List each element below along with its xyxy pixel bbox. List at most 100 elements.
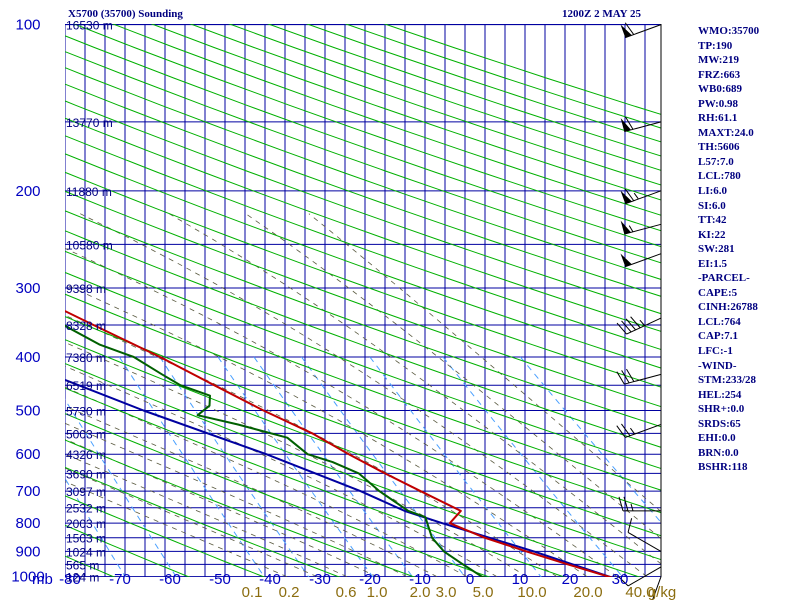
index-item: HEL:254 — [698, 388, 742, 401]
index-item: FRZ:663 — [698, 68, 741, 81]
moist-adiabat — [65, 467, 318, 577]
height-label: 1503 m — [66, 532, 106, 546]
height-label: 10580 m — [66, 238, 113, 252]
pressure-tick-label: 600 — [15, 446, 40, 463]
pressure-tick-label: 100 — [15, 17, 40, 34]
mixing-ratio-line — [65, 398, 177, 577]
moist-adiabat — [65, 283, 588, 577]
index-item: CAP:7.1 — [698, 330, 739, 343]
height-label: 1024 m — [66, 545, 106, 559]
wind-barb — [620, 116, 662, 133]
dry-adiabat — [65, 495, 266, 577]
dry-adiabat — [65, 210, 661, 428]
sounding-title: X5700 (35700) Sounding — [68, 8, 183, 20]
height-label: 4326 m — [66, 448, 106, 462]
dry-adiabat — [65, 51, 661, 264]
height-label: 565 m — [66, 558, 99, 572]
index-item: LFC:-1 — [698, 345, 733, 358]
height-label: 16530 m — [66, 19, 113, 33]
mixing-ratio-tick-label: 0.2 — [279, 584, 300, 600]
mixing-ratio-line — [159, 356, 310, 577]
index-item: PW:0.98 — [698, 97, 739, 110]
height-label: 3097 m — [66, 485, 106, 499]
wind-barb — [616, 316, 662, 335]
stability-indices: WMO:35700 TP:190 MW:219 FRZ:663 WB0:689 PW:0.… — [698, 24, 798, 475]
dry-adiabat — [65, 153, 661, 369]
height-label: 7380 m — [66, 351, 106, 365]
dry-adiabat — [65, 35, 661, 248]
temperature-tick-label: -80 — [59, 571, 81, 588]
wind-barb — [618, 496, 661, 512]
index-item: SW:281 — [698, 243, 735, 256]
moist-adiabat — [65, 314, 558, 577]
dry-adiabat — [65, 250, 661, 470]
index-item: EHI:0.0 — [698, 432, 736, 445]
index-item: SRDS:65 — [698, 417, 741, 430]
mixing-ratio-line — [520, 356, 661, 524]
temperature-tick-label: 20 — [562, 571, 579, 588]
mixing-ratio-line — [442, 356, 624, 577]
temperature-tick-label: -60 — [159, 571, 181, 588]
index-item: CINH:26788 — [698, 301, 758, 314]
index-item: WB0:689 — [698, 83, 742, 96]
index-item: TH:5606 — [698, 141, 740, 154]
temperature-tick-label: -30 — [309, 571, 331, 588]
dry-adiabat — [65, 316, 661, 537]
wind-barb — [651, 576, 662, 600]
pressure-tick-label: 800 — [15, 515, 40, 532]
moist-adiabat — [65, 438, 378, 577]
dry-adiabat — [65, 171, 661, 388]
height-label: 2003 m — [66, 517, 106, 531]
height-label: 5730 m — [66, 404, 106, 418]
wind-barb — [620, 22, 662, 39]
index-item: SI:6.0 — [698, 199, 726, 212]
dry-adiabat — [65, 413, 491, 577]
pressure-tick-label: 200 — [15, 183, 40, 200]
pressure-tick-label: 900 — [15, 543, 40, 560]
pressure-tick-label: 1000 — [11, 569, 44, 586]
temperature-tick-label: -10 — [409, 571, 431, 588]
sounding-date: 1200Z 2 MAY 25 — [562, 8, 641, 20]
index-item: LI:6.0 — [698, 185, 728, 198]
wind-barb — [620, 220, 662, 235]
index-item: L57:7.0 — [698, 155, 734, 168]
mixing-ratio-tick-label: 1.0 — [367, 584, 388, 600]
index-item: KI:22 — [698, 228, 726, 241]
dewpoint-trace — [65, 324, 487, 577]
mixing-ratio-line — [217, 356, 374, 577]
plot-frame — [65, 24, 661, 577]
moist-adiabat — [308, 213, 661, 513]
wind-barb — [627, 518, 662, 552]
wind-barb — [616, 423, 662, 438]
dry-adiabat — [65, 439, 416, 577]
dry-adiabat — [65, 271, 661, 491]
moist-adiabat — [65, 386, 468, 577]
index-item: EI:1.5 — [698, 257, 728, 270]
wind-barb — [620, 188, 662, 205]
height-label: 11880 m — [66, 185, 112, 199]
index-item: MW:219 — [698, 54, 739, 67]
moist-adiabat — [65, 247, 618, 577]
dry-adiabat — [65, 339, 661, 561]
height-label: 13770 m — [66, 116, 113, 130]
index-item: TT:42 — [698, 214, 727, 227]
pressure-tick-label: 300 — [15, 280, 40, 297]
height-label: 6519 m — [66, 379, 106, 393]
wind-barb — [617, 566, 662, 587]
height-label: 2532 m — [66, 502, 106, 516]
index-item: -PARCEL- — [698, 272, 750, 285]
dry-adiabat — [65, 466, 341, 577]
moist-adiabat — [65, 481, 288, 577]
dry-adiabat — [65, 190, 661, 408]
dry-adiabat — [65, 524, 191, 577]
dry-adiabat — [65, 67, 661, 280]
moist-adiabat — [80, 213, 648, 577]
index-item: WMO:35700 — [698, 25, 760, 37]
temperature-tick-label: -20 — [359, 571, 381, 588]
temperature-tick-label: -70 — [109, 571, 131, 588]
pressure-tick-label: 500 — [15, 402, 40, 419]
wind-barb — [616, 368, 662, 385]
moist-adiabat — [65, 453, 348, 577]
dry-adiabat — [65, 135, 661, 351]
mixing-ratio-tick-label: 3.0 — [436, 584, 457, 600]
